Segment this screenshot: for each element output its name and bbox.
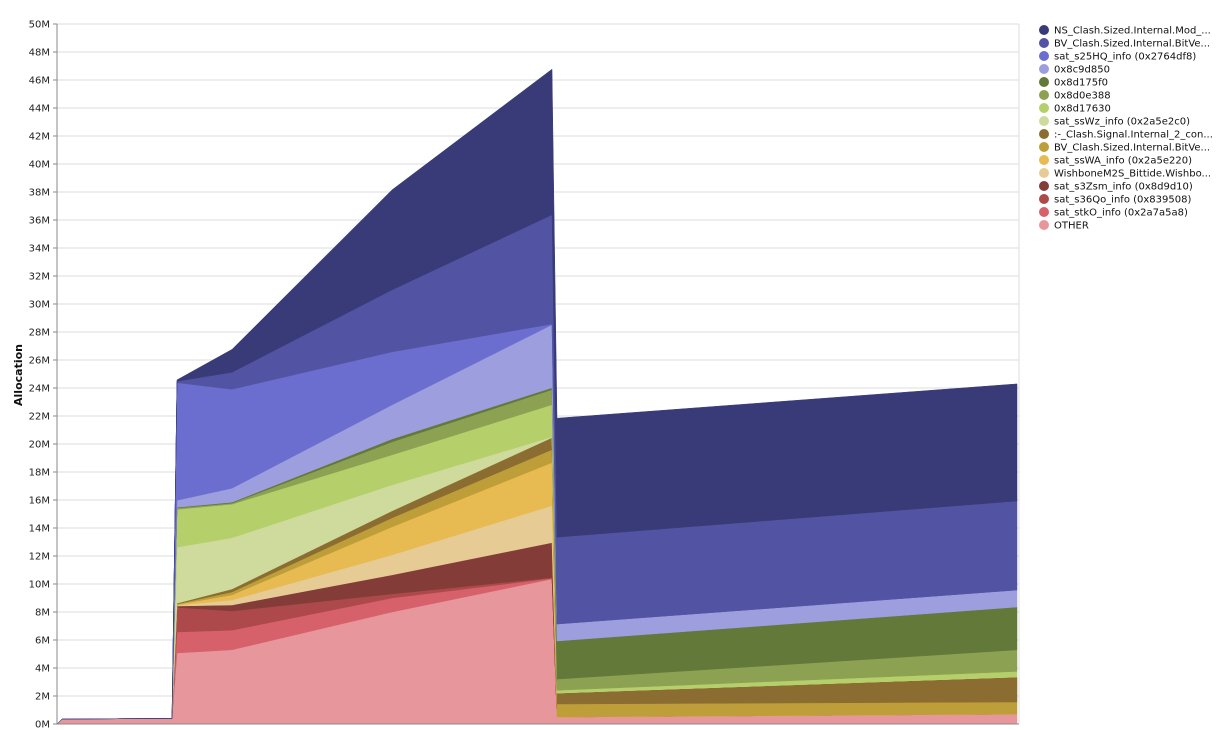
y-tick-label: 24M: [29, 384, 50, 395]
legend-swatch: [1039, 207, 1049, 217]
legend-swatch: [1039, 38, 1049, 48]
legend-label: 0x8d175f0: [1054, 78, 1108, 89]
legend-label: sat_ssWA_info (0x2a5e220): [1054, 156, 1192, 167]
legend-label: sat_s3Zsm_info (0x8d9d10): [1054, 182, 1193, 193]
legend-swatch: [1039, 142, 1049, 152]
legend-swatch: [1039, 77, 1049, 87]
legend-item[interactable]: sat_s25HQ_info (0x2764df8): [1039, 51, 1196, 63]
y-tick-label: 2M: [35, 692, 50, 703]
legend-label: BV_Clash.Sized.Internal.BitVe...: [1054, 143, 1210, 154]
y-tick-label: 44M: [29, 104, 50, 115]
legend-swatch: [1039, 129, 1049, 139]
y-tick-label: 26M: [29, 356, 50, 367]
legend-item[interactable]: 0x8d0e388: [1039, 90, 1111, 102]
legend-item[interactable]: sat_stkO_info (0x2a7a5a8): [1039, 207, 1188, 219]
y-tick-label: 0M: [35, 720, 50, 730]
y-tick-label: 28M: [29, 328, 50, 339]
y-tick-label: 40M: [29, 160, 50, 171]
y-tick-label: 20M: [29, 440, 50, 451]
legend-item[interactable]: 0x8c9d850: [1039, 64, 1110, 76]
legend-label: NS_Clash.Sized.Internal.Mod_...: [1054, 26, 1211, 37]
y-tick-label: 22M: [29, 412, 50, 423]
legend-item[interactable]: BV_Clash.Sized.Internal.BitVe...: [1039, 38, 1210, 50]
y-tick-label: 18M: [29, 468, 50, 479]
legend-item[interactable]: sat_ssWA_info (0x2a5e220): [1039, 155, 1192, 167]
legend-item[interactable]: 0x8d175f0: [1039, 77, 1108, 89]
y-tick-label: 10M: [29, 580, 50, 591]
area-series-15: [56, 68, 1018, 725]
y-tick-label: 34M: [29, 244, 50, 255]
legend-swatch: [1039, 25, 1049, 35]
y-tick-label: 46M: [29, 76, 50, 87]
legend-swatch: [1039, 181, 1049, 191]
legend-item[interactable]: sat_s3Zsm_info (0x8d9d10): [1039, 181, 1193, 193]
legend-swatch: [1039, 155, 1049, 165]
y-tick-label: 48M: [29, 48, 50, 59]
legend-label: :-_Clash.Signal.Internal_2_con...: [1054, 130, 1213, 141]
y-tick-label: 50M: [29, 20, 50, 31]
axes: 0M 2M 4M 6M 8M 10M 12M 14M 16M 18M 20M 22M 24M 26M 28M…: [29, 20, 1019, 730]
y-tick-label: 12M: [29, 552, 50, 563]
legend-swatch: [1039, 220, 1049, 230]
legend-swatch: [1039, 168, 1049, 178]
y-tick-label: 36M: [29, 216, 50, 227]
legend-label: BV_Clash.Sized.Internal.BitVe...: [1054, 39, 1210, 50]
legend-item[interactable]: BV_Clash.Sized.Internal.BitVe...: [1039, 142, 1210, 154]
y-tick-label: 42M: [29, 132, 50, 143]
legend-label: sat_s36Qo_info (0x839508): [1054, 195, 1191, 206]
legend-swatch: [1039, 103, 1049, 113]
y-tick-label: 4M: [35, 664, 50, 675]
legend-label: OTHER: [1054, 221, 1089, 232]
y-tick-label: 16M: [29, 496, 50, 507]
legend-label: sat_s25HQ_info (0x2764df8): [1054, 52, 1196, 63]
legend-label: WishboneM2S_Bittide.Wishbo...: [1054, 169, 1211, 180]
legend-swatch: [1039, 116, 1049, 126]
y-tick-label: 30M: [29, 300, 50, 311]
legend-item[interactable]: NS_Clash.Sized.Internal.Mod_...: [1039, 25, 1211, 37]
legend-swatch: [1039, 90, 1049, 100]
y-tick-label: 6M: [35, 636, 50, 647]
legend-label: sat_stkO_info (0x2a7a5a8): [1054, 208, 1188, 219]
legend-item[interactable]: 0x8d17630: [1039, 103, 1111, 115]
legend-swatch: [1039, 51, 1049, 61]
legend-item[interactable]: sat_ssWz_info (0x2a5e2c0): [1039, 116, 1190, 128]
legend-item[interactable]: OTHER: [1039, 220, 1089, 232]
legend-label: sat_ssWz_info (0x2a5e2c0): [1054, 117, 1190, 128]
legend: NS_Clash.Sized.Internal.Mod_... BV_Clash.…: [1039, 25, 1213, 232]
y-tick-label: 8M: [35, 608, 50, 619]
legend-label: 0x8d0e388: [1054, 91, 1111, 102]
legend-item[interactable]: WishboneM2S_Bittide.Wishbo...: [1039, 168, 1211, 180]
series-areas: [56, 68, 1018, 725]
legend-label: 0x8d17630: [1054, 104, 1111, 115]
legend-item[interactable]: sat_s36Qo_info (0x839508): [1039, 194, 1191, 206]
y-axis-label: Allocation: [12, 344, 25, 406]
y-tick-label: 38M: [29, 188, 50, 199]
legend-swatch: [1039, 64, 1049, 74]
legend-item[interactable]: :-_Clash.Signal.Internal_2_con...: [1039, 129, 1213, 141]
legend-swatch: [1039, 194, 1049, 204]
y-tick-label: 32M: [29, 272, 50, 283]
legend-label: 0x8c9d850: [1054, 65, 1110, 76]
y-tick-label: 14M: [29, 524, 50, 535]
